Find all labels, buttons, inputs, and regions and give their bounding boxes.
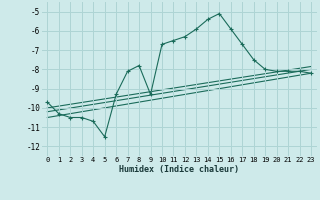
- X-axis label: Humidex (Indice chaleur): Humidex (Indice chaleur): [119, 165, 239, 174]
